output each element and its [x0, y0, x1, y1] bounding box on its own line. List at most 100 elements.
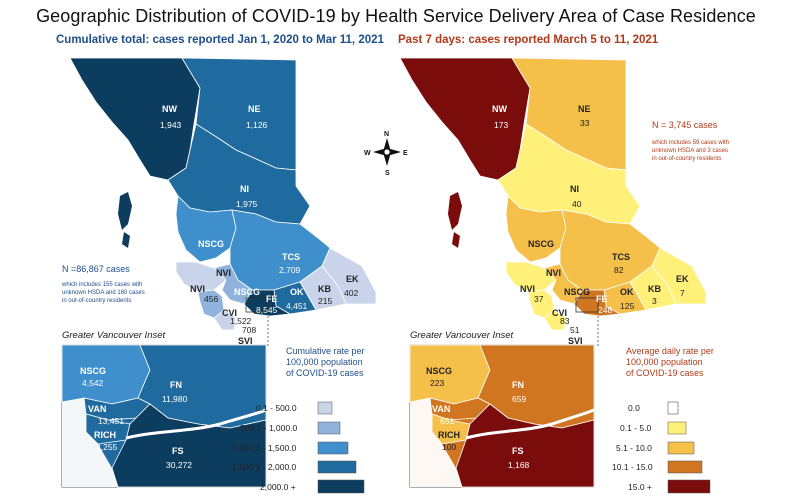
- right-value-cvi: 83: [560, 316, 570, 326]
- right-value-ek: 7: [680, 288, 685, 298]
- right-inset: NSCG 223 FN 659 VAN 651 RICH 100 FS 1,16…: [410, 345, 594, 487]
- right-inset-label-fn: FN: [512, 380, 524, 390]
- left-label-nvi: NVI: [216, 268, 231, 278]
- left-value-fe: 8,545: [256, 305, 278, 315]
- left-value-ne: 1,126: [246, 120, 268, 130]
- left-value-ni: 1,975: [236, 199, 258, 209]
- left-inset-value-fs: 30,272: [166, 460, 192, 470]
- right-label-nvi-west: NVI: [520, 284, 535, 294]
- right-totals-note: N = 3,745 cases which includes 59 cases …: [651, 120, 729, 162]
- right-legend-title: Average daily rate per 100,000 populatio…: [626, 346, 714, 379]
- right-inset-label-rich: RICH: [438, 430, 460, 440]
- right-value-nw: 173: [494, 120, 508, 130]
- left-label-ne: NE: [248, 104, 261, 114]
- left-inset-title: Greater Vancouver Inset: [62, 330, 165, 341]
- left-legend: [318, 402, 364, 493]
- right-value-nvi: 37: [534, 294, 544, 304]
- compass-e: E: [403, 150, 408, 157]
- right-value-ok: 125: [620, 301, 634, 311]
- right-inset-value-nscg: 223: [430, 378, 444, 388]
- right-note-line1: which includes 59 cases with: [651, 140, 729, 146]
- left-totals-note: N =86,867 cases which includes 155 cases…: [61, 264, 145, 304]
- right-haida-gwaii-south: [452, 232, 460, 248]
- right-value-ne: 33: [580, 118, 590, 128]
- left-inset-label-fs: FS: [172, 446, 184, 456]
- right-legend-label-2: 0.1 - 5.0: [620, 423, 651, 433]
- left-label-nw: NW: [162, 104, 177, 114]
- right-legend-title-line2: 100,000 population: [626, 357, 714, 368]
- right-label-tcs: TCS: [612, 252, 630, 262]
- left-region-nw[interactable]: [70, 58, 200, 180]
- left-inset-label-nscg: NSCG: [80, 366, 106, 376]
- left-note-line2: unknown HSDA and 160 cases: [62, 290, 145, 296]
- right-region-nw[interactable]: [400, 58, 530, 180]
- right-value-ni: 40: [572, 199, 582, 209]
- right-note-line2: unknown HSDA and 3 cases: [652, 148, 728, 154]
- compass-w: W: [364, 150, 371, 157]
- right-label-nscg-inner: NSCG: [564, 287, 590, 297]
- left-value-nvi: 456: [204, 294, 218, 304]
- left-legend-label-4: 1,500.1 - 2,000.0: [232, 462, 296, 472]
- right-legend-label-5: 15.0 +: [628, 482, 652, 492]
- right-inset-label-fs: FS: [512, 446, 524, 456]
- right-legend-title-line1: Average daily rate per: [626, 346, 714, 357]
- right-label-fe: FE: [596, 294, 608, 304]
- right-legend-title-line3: of COVID-19 cases: [626, 368, 714, 379]
- left-inset-value-fn: 11,980: [162, 394, 188, 404]
- left-legend-label-1: 0.1 - 500.0: [256, 403, 297, 413]
- left-legend-title-line1: Cumulative rate per: [286, 346, 365, 357]
- right-label-nw: NW: [492, 104, 507, 114]
- right-note-line3: in out-of-country residents: [652, 156, 721, 162]
- right-label-ni: NI: [570, 184, 579, 194]
- right-label-ok: OK: [620, 287, 634, 297]
- left-legend-swatch-2: [318, 422, 340, 434]
- right-haida-gwaii: [448, 192, 462, 230]
- left-legend-swatch-3: [318, 442, 348, 454]
- compass-rose: N S E W: [364, 131, 408, 177]
- left-label-nscg-inner: NSCG: [234, 287, 260, 297]
- right-legend: [668, 402, 710, 493]
- right-inset-value-fn: 659: [512, 394, 526, 404]
- left-label-tcs: TCS: [282, 252, 300, 262]
- right-legend-swatch-5: [668, 480, 710, 493]
- left-inset-value-nscg: 4,542: [82, 378, 104, 388]
- right-inset-label-nscg: NSCG: [426, 366, 452, 376]
- left-value-nw: 1,943: [160, 120, 182, 130]
- left-inset-label-van: VAN: [88, 404, 106, 414]
- left-label-fe: FE: [266, 294, 278, 304]
- right-label-ne: NE: [578, 104, 591, 114]
- right-map: [400, 58, 706, 348]
- right-value-svi: 51: [570, 325, 580, 335]
- left-label-ni: NI: [240, 184, 249, 194]
- left-value-ok: 4,451: [286, 301, 308, 311]
- left-legend-title-line2: 100,000 population: [286, 357, 365, 368]
- left-value-ek: 402: [344, 288, 358, 298]
- left-inset-label-fn: FN: [170, 380, 182, 390]
- left-label-nscg: NSCG: [198, 239, 224, 249]
- right-legend-label-1: 0.0: [628, 403, 640, 413]
- right-value-kb: 3: [652, 296, 657, 306]
- left-inset-value-rich: 2,255: [96, 442, 118, 452]
- right-legend-swatch-2: [668, 422, 686, 434]
- left-legend-swatch-1: [318, 402, 332, 414]
- right-legend-label-3: 5.1 - 10.0: [616, 443, 652, 453]
- right-label-nvi: NVI: [546, 268, 561, 278]
- right-label-nscg: NSCG: [528, 239, 554, 249]
- right-value-tcs: 82: [614, 265, 624, 275]
- right-value-fe: 248: [598, 305, 612, 315]
- left-legend-label-5: 2,000.0 +: [260, 482, 296, 492]
- left-label-kb: KB: [318, 284, 331, 294]
- left-inset-value-van: 13,451: [98, 416, 124, 426]
- right-legend-label-4: 10.1 - 15.0: [612, 462, 653, 472]
- left-legend-label-3: 1,000.1 - 1,500.0: [232, 443, 296, 453]
- left-legend-label-2: 500.1 - 1,000.0: [240, 423, 297, 433]
- compass-s: S: [385, 170, 390, 177]
- left-label-ok: OK: [290, 287, 304, 297]
- left-haida-gwaii: [118, 192, 132, 230]
- right-legend-swatch-3: [668, 442, 694, 454]
- right-legend-swatch-4: [668, 461, 702, 473]
- left-value-svi: 708: [242, 325, 256, 335]
- right-label-ek: EK: [676, 274, 689, 284]
- right-label-kb: KB: [648, 284, 661, 294]
